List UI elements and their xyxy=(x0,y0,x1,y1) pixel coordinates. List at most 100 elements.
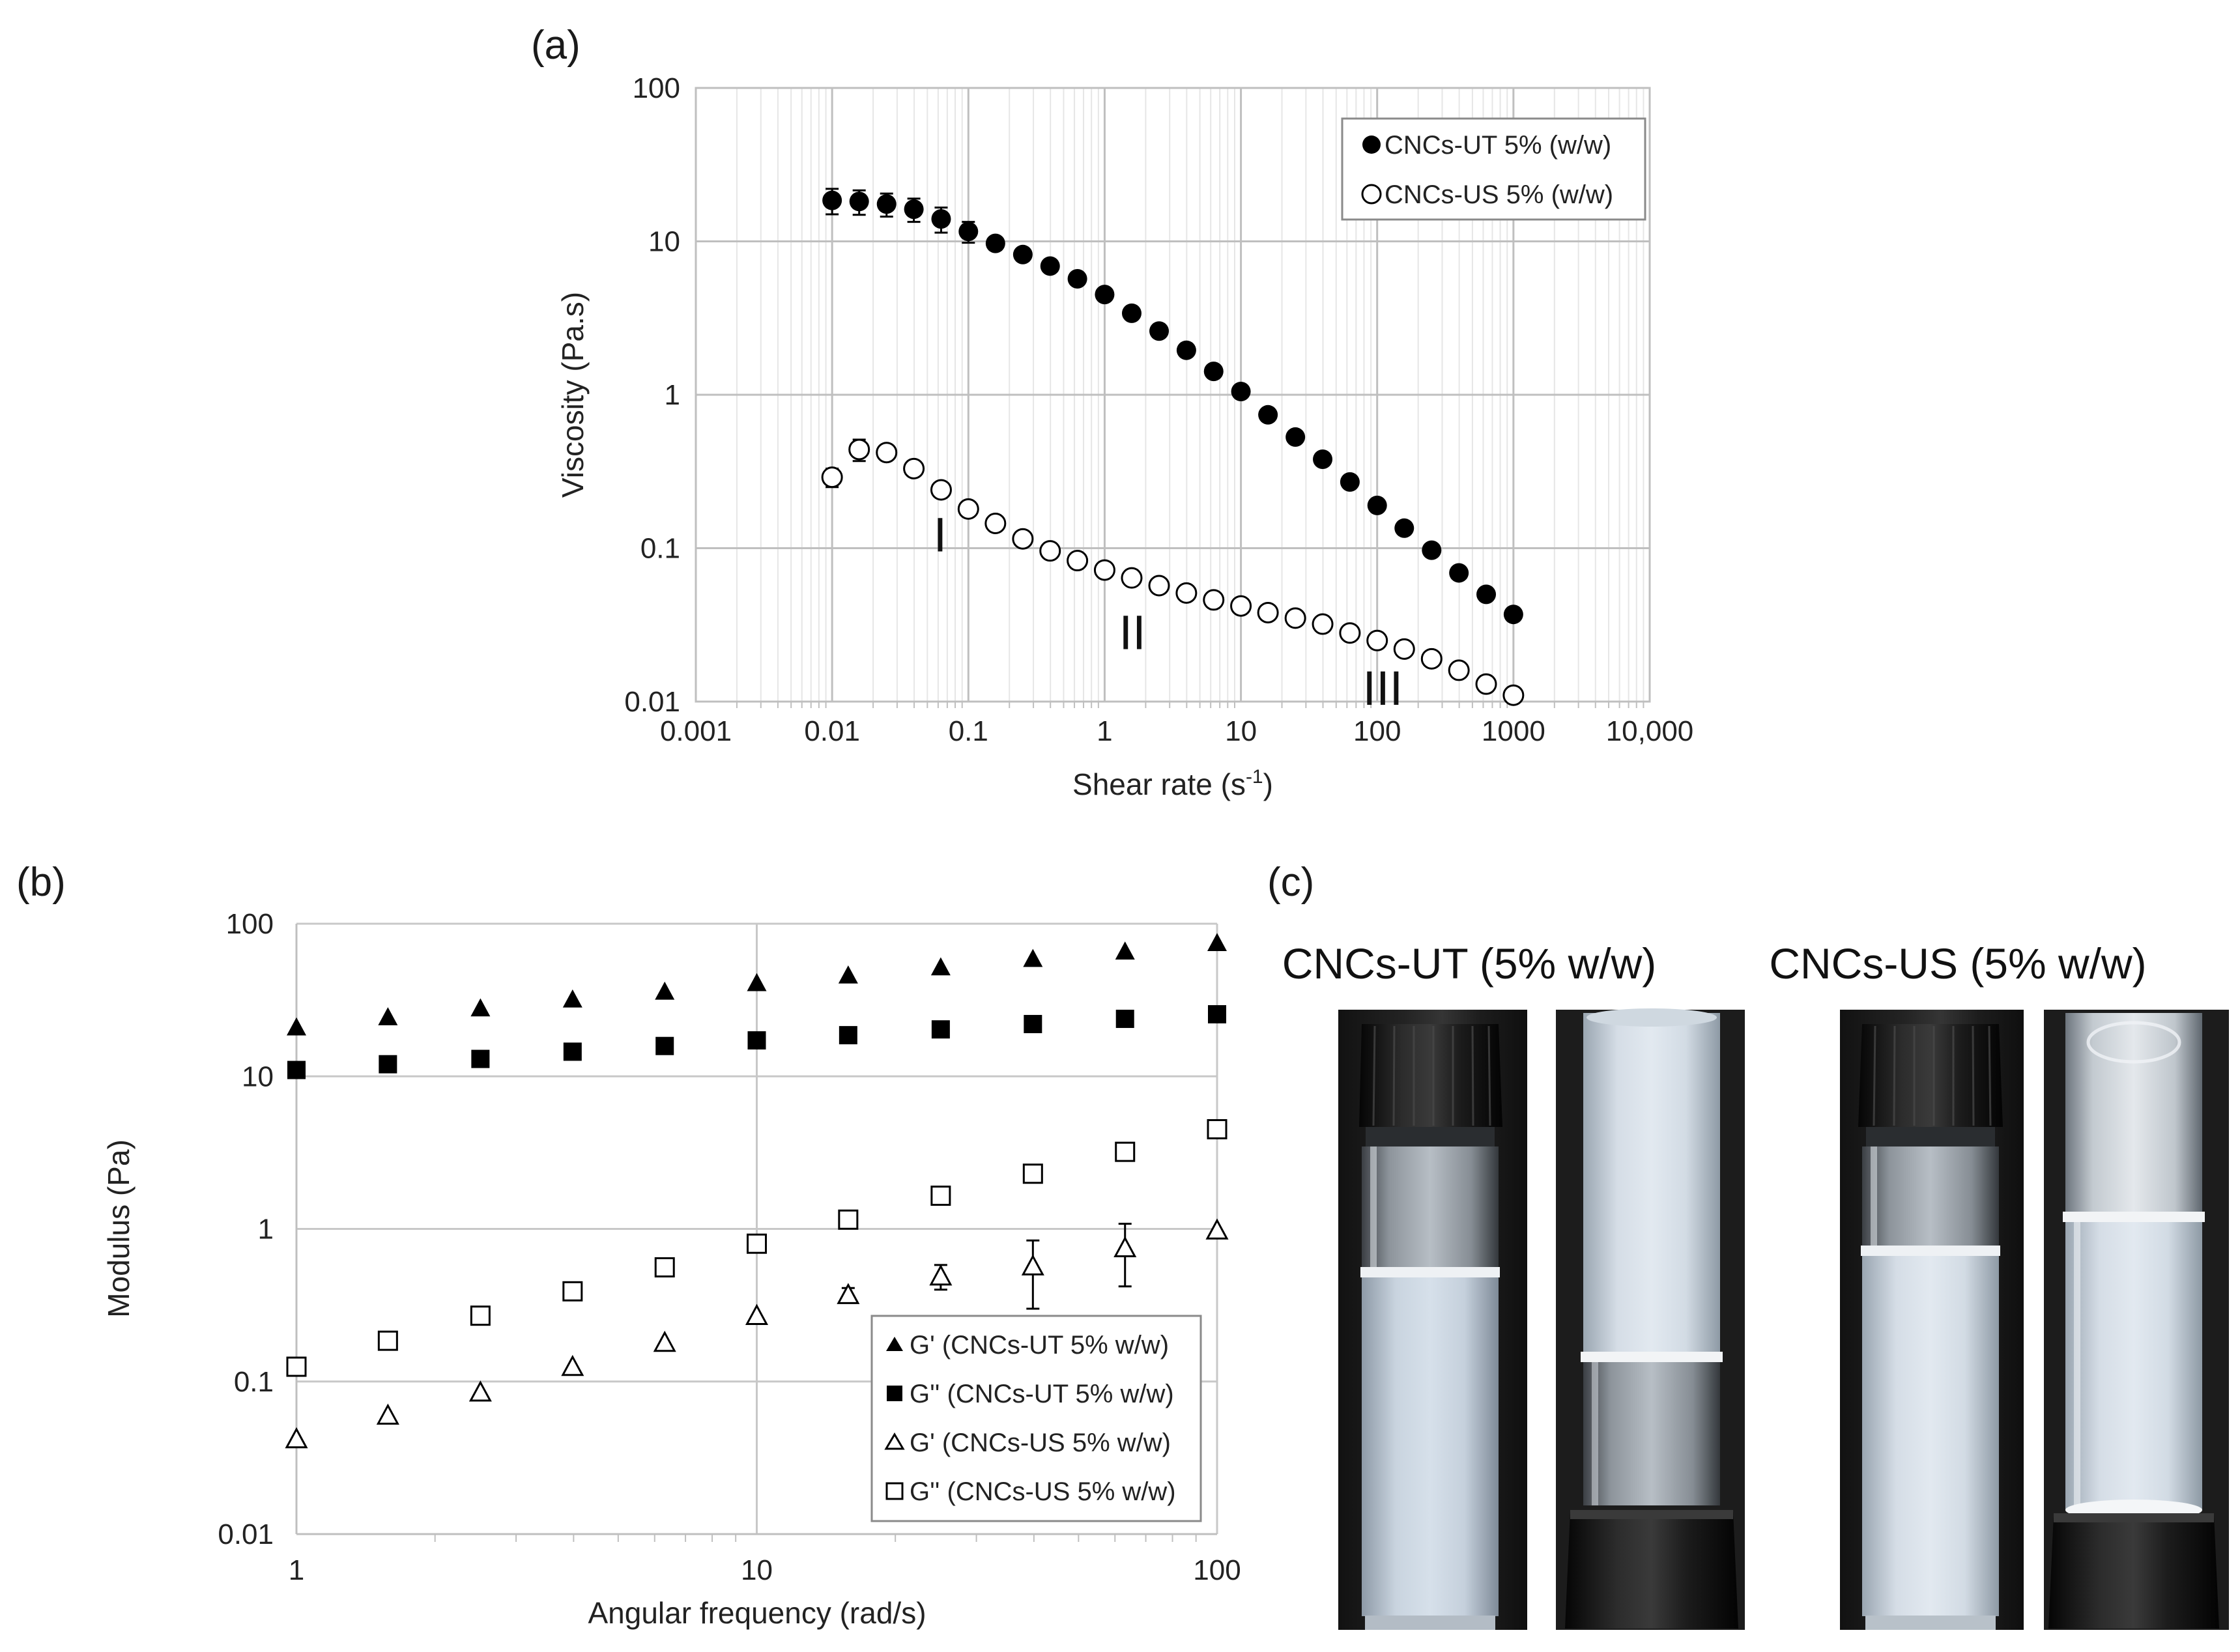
chart-a-region-label: III xyxy=(1363,661,1403,715)
chart-a-series1-point xyxy=(1067,550,1089,572)
chart-a-y-tick-label: 1 xyxy=(665,379,680,411)
chart-a-series0-point xyxy=(1203,362,1224,382)
chart-b-series3-point xyxy=(470,1305,491,1326)
legend-marker-gdoubleprime-ut-filled-square xyxy=(887,1386,902,1401)
chart-a-series1-point xyxy=(1121,567,1143,589)
legend-marker-us-open-circle xyxy=(1361,184,1382,205)
chart-b-series0-point xyxy=(470,998,491,1017)
chart-a-y-tick-label: 0.01 xyxy=(624,686,680,718)
chart-b-series1-point xyxy=(655,1036,674,1055)
chart-a-series0-point xyxy=(822,190,842,210)
chart-a-x-tick-label: 10,000 xyxy=(1606,715,1694,747)
chart-b-y-tick-label: 1 xyxy=(258,1214,274,1246)
chart-b-series2-point xyxy=(929,1264,953,1286)
chart-b-series0-point xyxy=(1115,941,1135,960)
chart-b-y-tick-label: 0.1 xyxy=(234,1366,274,1398)
chart-a-series0-point xyxy=(1149,321,1170,341)
chart-a-x-tick-label: 0.1 xyxy=(949,715,988,747)
chart-b-series2-point xyxy=(285,1427,308,1449)
chart-a-series0-point xyxy=(904,199,924,220)
chart-a-series0-point xyxy=(1285,427,1306,447)
chart-b-series1-point xyxy=(1115,1010,1134,1029)
chart-a-series0-point xyxy=(1258,405,1278,425)
chart-a-series1-point xyxy=(1366,629,1388,651)
chart-b-series3-point xyxy=(747,1233,767,1254)
chart-b-series2-point xyxy=(561,1354,584,1376)
chart-b-series1-point xyxy=(1024,1015,1042,1034)
chart-a-y-tick-label: 0.1 xyxy=(640,533,680,565)
chart-b-y-axis-label: Modulus (Pa) xyxy=(102,1139,136,1318)
chart-b-series3-point xyxy=(377,1330,398,1351)
legend-marker-gprime-ut-filled-triangle xyxy=(886,1337,903,1351)
chart-a-series1-point xyxy=(930,479,952,501)
chart-a-x-tick-label: 10 xyxy=(1225,715,1257,747)
chart-b-legend-box xyxy=(870,1315,1202,1522)
chart-a-series1-point xyxy=(1339,622,1361,644)
chart-b-x-tick-label: 1 xyxy=(289,1554,304,1586)
chart-a-series1-point xyxy=(1420,648,1443,670)
panel-c-photographs: CNCs-UT (5% w/w) CNCs-US (5% w/w) xyxy=(1282,939,2229,1630)
chart-a-series0-point xyxy=(1476,584,1497,605)
chart-b-series2-point xyxy=(837,1283,860,1304)
chart-b-series3-point xyxy=(1022,1163,1043,1184)
chart-b-series1-point xyxy=(931,1020,950,1039)
chart-b-series0-point xyxy=(747,973,767,991)
chart-b-x-tick-labels: 1 10 100 xyxy=(289,1554,1241,1586)
chart-b-x-axis-label: Angular frequency (rad/s) xyxy=(588,1596,926,1630)
chart-a-series0-point xyxy=(958,221,979,242)
chart-b-series0-point xyxy=(930,957,951,976)
chart-b-series1-point xyxy=(287,1061,306,1079)
photo-cncs-ut-upright-vial xyxy=(1338,1010,1527,1630)
chart-a-series0-point xyxy=(1394,518,1414,538)
photo-cncs-ut-inverted-vial xyxy=(1556,1008,1745,1630)
chart-a-x-tick-labels: 0.001 0.01 0.1 1 10 100 1000 10,000 xyxy=(660,715,1693,747)
chart-a-x-tick-label: 0.001 xyxy=(660,715,732,747)
chart-b-series3-point xyxy=(1115,1141,1136,1162)
photo-title-cncs-ut: CNCs-UT (5% w/w) xyxy=(1282,939,1656,988)
chart-b-series0-point xyxy=(655,981,675,1000)
chart-a-viscosity: 0.001 0.01 0.1 1 10 100 1000 10,000 0.010.11101… xyxy=(556,72,1693,801)
chart-a-x-tick-label: 1000 xyxy=(1482,715,1545,747)
legend-label-gprime-us: G' (CNCs-US 5% w/w) xyxy=(910,1429,1171,1457)
chart-a-series0-point xyxy=(1340,472,1360,492)
chart-a-region-label: I xyxy=(934,508,947,562)
chart-a-series0-point xyxy=(1449,563,1469,583)
legend-label-cncs-us: CNCs-US 5% (w/w) xyxy=(1385,180,1613,209)
chart-a-series0-point xyxy=(985,233,1005,253)
chart-b-y-tick-label: 100 xyxy=(226,908,274,940)
chart-a-series0-point xyxy=(1367,495,1387,515)
chart-a-series0-point xyxy=(1422,540,1442,560)
chart-a-series1-point xyxy=(1203,589,1225,611)
chart-b-series0-point xyxy=(378,1007,398,1025)
chart-a-series1-point xyxy=(876,442,898,464)
chart-b-series0-point xyxy=(1207,933,1227,952)
legend-marker-ut-filled-circle xyxy=(1362,135,1381,154)
chart-a-x-axis-label: Shear rate (s-1) xyxy=(1072,766,1273,801)
chart-b-series0-point xyxy=(1023,948,1043,967)
chart-b-series2-point xyxy=(1113,1236,1137,1258)
chart-a-series0-point xyxy=(1313,449,1333,469)
chart-a-series0-point xyxy=(849,192,869,212)
chart-b-y-tick-label: 0.01 xyxy=(218,1518,274,1550)
photo-title-cncs-us: CNCs-US (5% w/w) xyxy=(1769,939,2146,988)
chart-b-series3-point xyxy=(286,1356,307,1377)
chart-a-series1-point xyxy=(1502,684,1525,706)
panel-label-a: (a) xyxy=(531,23,581,68)
legend-label-gdoubleprime-ut: G'' (CNCs-UT 5% w/w) xyxy=(910,1380,1174,1408)
chart-b-series0-point xyxy=(287,1017,306,1036)
chart-b-series1-point xyxy=(563,1042,582,1061)
chart-a-series0-point xyxy=(1231,382,1251,402)
chart-a-series0-point xyxy=(1095,285,1115,305)
chart-a-series1-point xyxy=(1448,659,1470,681)
panel-label-c: (c) xyxy=(1267,860,1314,905)
chart-a-series0-point xyxy=(1121,303,1142,323)
chart-a-gridlines xyxy=(695,87,1651,708)
chart-b-series0-point xyxy=(562,989,582,1008)
chart-a-region-label: II xyxy=(1119,605,1146,659)
chart-b-x-tick-label: 10 xyxy=(741,1554,773,1586)
chart-a-series0-point xyxy=(1012,244,1033,264)
chart-a-series1-point xyxy=(1475,673,1497,695)
chart-a-series1-point xyxy=(848,438,870,461)
chart-b-y-tick-label: 10 xyxy=(242,1061,274,1092)
